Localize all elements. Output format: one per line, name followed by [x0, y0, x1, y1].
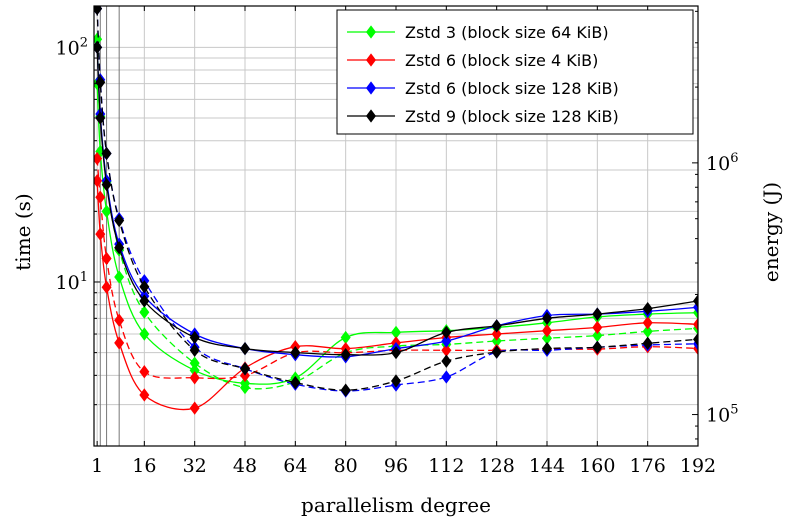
energy-point	[139, 305, 150, 319]
x-tick-label: 1	[91, 455, 103, 477]
legend: Zstd 3 (block size 64 KiB) Zstd 6 (block …	[336, 9, 694, 135]
energy-point	[592, 340, 603, 354]
time-point	[189, 401, 200, 415]
x-tick-label: 192	[680, 455, 716, 477]
time-point	[491, 327, 502, 341]
energy-point	[139, 365, 150, 379]
time-point	[139, 388, 150, 402]
series-energy-line	[96, 39, 698, 390]
time-point	[491, 319, 502, 333]
energy-point	[240, 362, 250, 376]
time-point	[693, 294, 698, 308]
time-point	[642, 316, 653, 330]
y2-tick-label: 106	[706, 151, 738, 175]
energy-point	[441, 370, 452, 384]
time-point	[642, 301, 653, 316]
energy-point	[101, 146, 112, 161]
time-point	[240, 341, 250, 356]
legend-marker	[366, 81, 376, 95]
series-layer	[94, 6, 698, 415]
series-time-line	[96, 83, 698, 385]
time-point	[95, 227, 106, 241]
energy-point	[114, 213, 125, 228]
legend-label: Zstd 9 (block size 128 KiB)	[405, 107, 619, 126]
x-axis-title: parallelism degree	[301, 493, 491, 517]
energy-point	[95, 75, 106, 89]
energy-point	[189, 371, 200, 385]
legend-entry: Zstd 9 (block size 128 KiB)	[347, 107, 619, 126]
y-axis-title: time (s)	[11, 193, 35, 270]
series-4	[94, 6, 698, 397]
x-tick-label: 48	[233, 455, 257, 477]
x-tick-label: 64	[283, 455, 307, 477]
x-tick-label: 160	[579, 455, 615, 477]
time-point	[139, 294, 150, 308]
legend-label: Zstd 6 (block size 128 KiB)	[405, 79, 619, 98]
energy-point	[95, 190, 106, 204]
time-point	[391, 345, 401, 360]
time-point	[340, 348, 351, 362]
energy-point	[441, 354, 452, 368]
legend-label: Zstd 6 (block size 4 KiB)	[405, 51, 598, 70]
legend-marker	[366, 25, 376, 39]
legend-marker	[366, 53, 376, 67]
y-tick-label: 102	[56, 35, 88, 59]
series-energy-line	[96, 8, 698, 391]
time-point	[139, 327, 150, 341]
time-point	[114, 241, 125, 255]
y2-axis-title: energy (J)	[759, 182, 783, 282]
time-point	[290, 345, 301, 360]
time-point	[240, 376, 250, 390]
time-point	[592, 307, 603, 321]
axis-ticks: 1 16 32 48 64 80 96 112 128 144 160 176 192 101 102 105…	[56, 6, 738, 477]
energy-point	[642, 336, 653, 350]
x-tick-label: 176	[630, 455, 666, 477]
series-time-line	[96, 47, 698, 356]
time-point	[693, 317, 698, 331]
time-point	[542, 311, 552, 325]
energy-point	[542, 341, 552, 356]
legend-entry: Zstd 3 (block size 64 KiB)	[347, 23, 609, 42]
energy-point	[240, 368, 250, 383]
x-tick-label: 16	[132, 455, 156, 477]
y2-tick-label: 105	[706, 403, 738, 427]
time-point	[101, 280, 112, 294]
series-time-line	[96, 180, 698, 411]
energy-point	[114, 313, 125, 327]
time-point	[340, 330, 351, 345]
energy-point	[189, 343, 200, 357]
x-tick-label: 32	[183, 455, 207, 477]
y-tick-label: 101	[56, 270, 88, 294]
energy-point	[391, 374, 401, 388]
time-point	[592, 320, 603, 335]
energy-point	[139, 280, 150, 294]
time-point	[189, 330, 200, 345]
legend-entry: Zstd 6 (block size 4 KiB)	[347, 51, 598, 70]
time-point	[114, 336, 125, 350]
time-point	[542, 324, 552, 338]
time-point	[441, 325, 452, 340]
energy-point	[340, 383, 351, 397]
time-point	[101, 177, 112, 192]
energy-point	[491, 345, 502, 359]
legend-marker	[366, 109, 376, 123]
energy-point	[693, 332, 698, 347]
energy-point	[290, 375, 301, 390]
time-point	[101, 204, 112, 219]
legend-entry: Zstd 6 (block size 128 KiB)	[347, 79, 619, 98]
time-point	[441, 334, 452, 348]
series-energy-line	[96, 158, 698, 380]
x-tick-label: 112	[428, 455, 464, 477]
legend-label: Zstd 3 (block size 64 KiB)	[405, 23, 609, 42]
energy-point	[101, 251, 112, 266]
x-tick-label: 144	[529, 455, 565, 477]
legend-box	[336, 9, 694, 135]
x-tick-label: 128	[479, 455, 515, 477]
x-tick-label: 80	[334, 455, 358, 477]
time-point	[95, 111, 106, 125]
x-tick-label: 96	[384, 455, 408, 477]
time-point	[114, 270, 125, 284]
